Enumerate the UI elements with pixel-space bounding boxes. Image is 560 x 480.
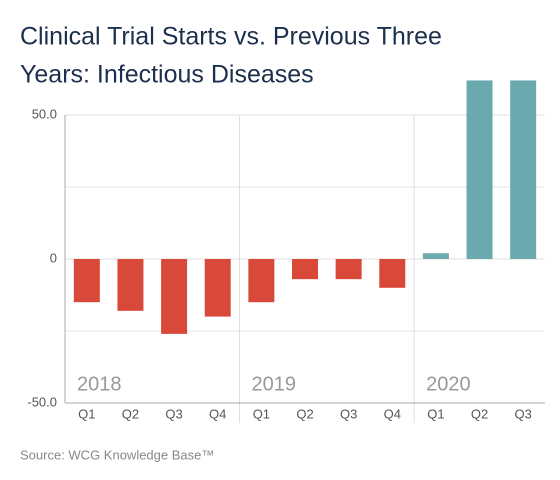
bar xyxy=(73,259,100,303)
bar xyxy=(292,259,318,280)
x-tick-label: Q1 xyxy=(253,406,270,421)
bar xyxy=(248,259,275,303)
x-tick-label: Q4 xyxy=(384,406,401,421)
y-tick-label: 0 xyxy=(50,250,57,265)
x-tick-label: Q3 xyxy=(340,406,357,421)
x-tick-label: Q3 xyxy=(515,406,532,421)
x-tick-label: Q2 xyxy=(471,406,488,421)
chart-title: Clinical Trial Starts vs. Previous Three xyxy=(20,23,442,51)
group-label: 2020 xyxy=(426,373,471,395)
chart-title: Years: Infectious Diseases xyxy=(20,61,314,89)
x-tick-label: Q2 xyxy=(122,406,139,421)
source: Source: WCG Knowledge Base™ xyxy=(20,447,214,462)
y-tick-label: -50.0 xyxy=(27,394,57,409)
group-label: 2018 xyxy=(77,373,122,395)
x-tick-label: Q3 xyxy=(165,406,182,421)
bar xyxy=(161,259,188,334)
x-tick-label: Q2 xyxy=(296,406,313,421)
bar xyxy=(117,259,144,311)
x-tick-label: Q1 xyxy=(78,406,95,421)
y-tick-label: 50.0 xyxy=(32,106,57,121)
bar xyxy=(335,259,362,280)
x-tick-label: Q1 xyxy=(427,406,444,421)
x-tick-label: Q4 xyxy=(209,406,226,421)
bar xyxy=(422,253,449,259)
bar xyxy=(466,80,493,259)
bar xyxy=(204,259,231,317)
bar xyxy=(510,80,537,259)
bar xyxy=(379,259,406,288)
group-label: 2019 xyxy=(252,373,297,395)
